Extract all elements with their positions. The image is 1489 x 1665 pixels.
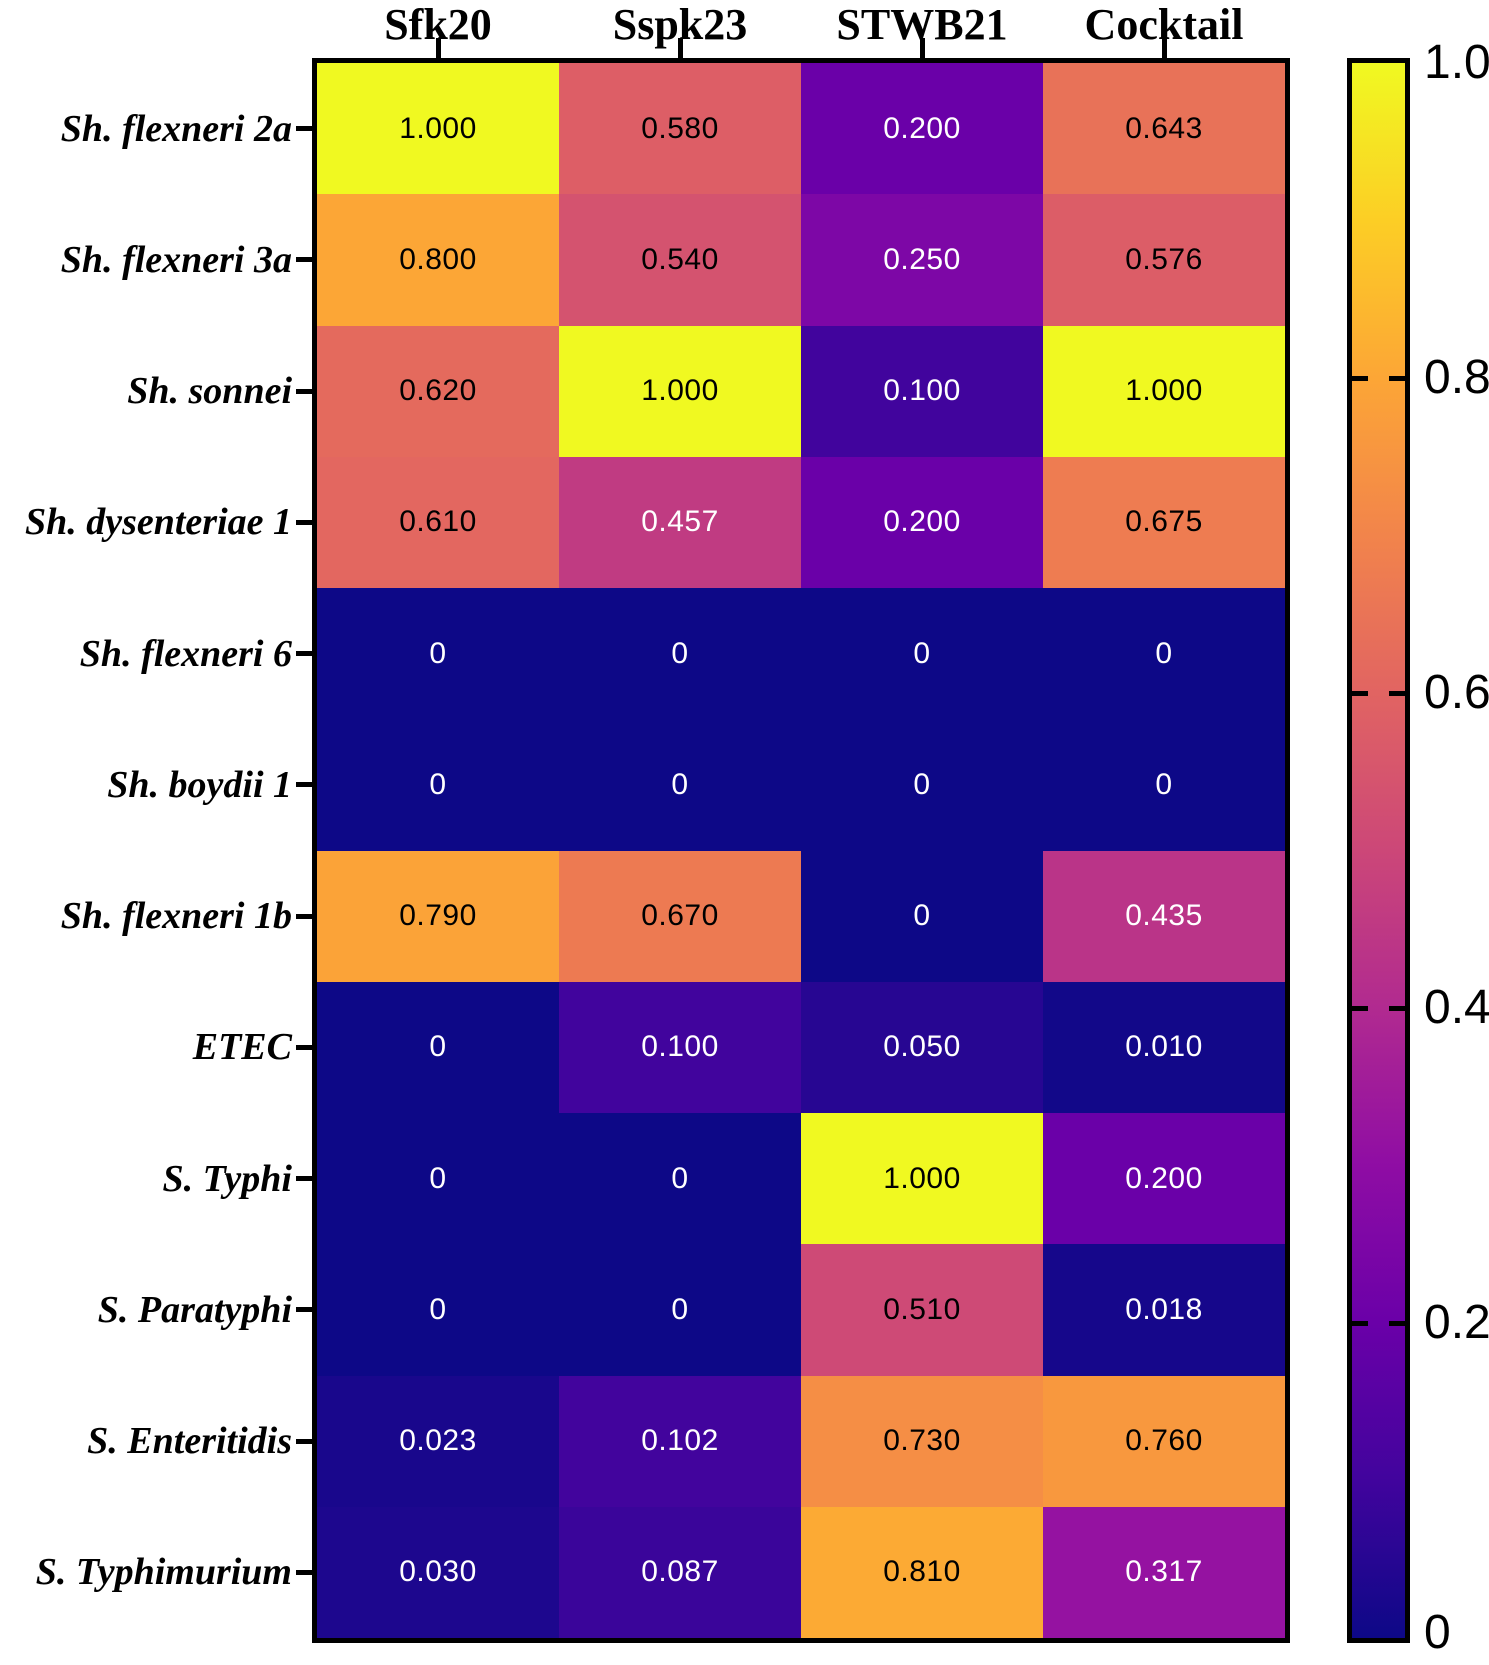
row-tick (296, 1176, 314, 1182)
colorbar-tick (1389, 375, 1405, 381)
heatmap-cell: 0 (559, 1244, 801, 1376)
row-label: Sh. flexneri 2a (60, 107, 292, 150)
heatmap-cell: 0.540 (559, 194, 801, 326)
row-tick (296, 913, 314, 919)
colorbar-tick-label: 0.4 (1424, 981, 1489, 1034)
row-tick (296, 126, 314, 132)
row-label: Sh. boydii 1 (107, 763, 292, 806)
colorbar-tick-label: 0.6 (1424, 666, 1489, 719)
heatmap-cell: 0.435 (1043, 850, 1285, 982)
row-tick (296, 519, 314, 525)
heatmap-cell: 0 (801, 719, 1043, 851)
heatmap-cell: 0 (317, 719, 559, 851)
heatmap-cell: 0 (317, 1113, 559, 1245)
heatmap-cell: 0 (1043, 719, 1285, 851)
heatmap-cell: 0.100 (801, 325, 1043, 457)
heatmap-cell: 0.510 (801, 1244, 1043, 1376)
colorbar-gradient (1352, 63, 1405, 1638)
colorbar-tick (1352, 1320, 1368, 1326)
row-tick (296, 1307, 314, 1313)
colorbar-tick-label: 0 (1424, 1606, 1451, 1659)
row-label: S. Paratyphi (97, 1288, 292, 1331)
row-tick (296, 651, 314, 657)
colorbar (1347, 58, 1410, 1643)
heatmap-cell: 0.200 (801, 63, 1043, 195)
row-label: Sh. flexneri 6 (79, 632, 292, 675)
heatmap-cell: 0.102 (559, 1375, 801, 1507)
heatmap-cell: 0.010 (1043, 981, 1285, 1113)
heatmap-cell: 0 (559, 719, 801, 851)
row-tick (296, 257, 314, 263)
colorbar-tick (1389, 690, 1405, 696)
row-tick (296, 388, 314, 394)
heatmap-cell: 0.200 (1043, 1113, 1285, 1245)
row-label: S. Typhimurium (35, 1551, 292, 1594)
heatmap-cell: 0.030 (317, 1506, 559, 1638)
heatmap-cell: 0.610 (317, 456, 559, 588)
row-tick (296, 1044, 314, 1050)
heatmap-cell: 0 (801, 588, 1043, 720)
heatmap-cell: 0.200 (801, 456, 1043, 588)
heatmap-cell: 0.100 (559, 981, 801, 1113)
heatmap-cell: 0.087 (559, 1506, 801, 1638)
row-label: S. Enteritidis (87, 1420, 292, 1463)
heatmap-cell: 0.457 (559, 456, 801, 588)
row-label: Sh. sonnei (127, 370, 292, 413)
heatmap-cell: 0.580 (559, 63, 801, 195)
heatmap-cell: 0 (559, 588, 801, 720)
heatmap-cell: 0.670 (559, 850, 801, 982)
heatmap-cell: 0 (317, 588, 559, 720)
heatmap-cell: 0.800 (317, 194, 559, 326)
heatmap-cell: 0.250 (801, 194, 1043, 326)
heatmap-cell: 0.018 (1043, 1244, 1285, 1376)
heatmap-cell: 0.790 (317, 850, 559, 982)
heatmap-cell: 0.810 (801, 1506, 1043, 1638)
colorbar-tick (1352, 375, 1368, 381)
row-tick (296, 782, 314, 788)
heatmap-cell: 0.050 (801, 981, 1043, 1113)
heatmap-cell: 0 (317, 981, 559, 1113)
heatmap-cell: 0.760 (1043, 1375, 1285, 1507)
heatmap-cell: 0.576 (1043, 194, 1285, 326)
heatmap-cell: 0.620 (317, 325, 559, 457)
row-tick (296, 1438, 314, 1444)
heatmap-cell: 1.000 (801, 1113, 1043, 1245)
row-label: Sh. flexneri 3a (60, 238, 292, 281)
heatmap-cell: 1.000 (317, 63, 559, 195)
heatmap-grid: 1.000 0.580 0.200 0.643 0.800 0.540 0.250 0.576… (312, 58, 1290, 1643)
colorbar-tick (1389, 1320, 1405, 1326)
column-tick (435, 38, 441, 58)
row-label: Sh. dysenteriae 1 (24, 501, 292, 544)
row-label: Sh. flexneri 1b (60, 895, 292, 938)
heatmap-cell: 1.000 (559, 325, 801, 457)
colorbar-tick (1389, 1005, 1405, 1011)
colorbar-tick-label: 1.0 (1424, 36, 1489, 89)
heatmap-cell: 0 (801, 850, 1043, 982)
heatmap-cell: 0.730 (801, 1375, 1043, 1507)
column-tick (677, 38, 683, 58)
colorbar-tick-label: 0.2 (1424, 1296, 1489, 1349)
heatmap-cell: 0.675 (1043, 456, 1285, 588)
row-tick (296, 1569, 314, 1575)
heatmap-cell: 0 (1043, 588, 1285, 720)
heatmap-cell: 0 (559, 1113, 801, 1245)
colorbar-tick-label: 0.8 (1424, 351, 1489, 404)
heatmap-cell: 0.643 (1043, 63, 1285, 195)
heatmap-cell: 0 (317, 1244, 559, 1376)
colorbar-tick (1352, 690, 1368, 696)
row-label: ETEC (192, 1026, 292, 1069)
heatmap-cell: 0.317 (1043, 1506, 1285, 1638)
row-label: S. Typhi (162, 1157, 293, 1200)
heatmap-cell: 1.000 (1043, 325, 1285, 457)
column-tick (1161, 38, 1167, 58)
heatmap-cell: 0.023 (317, 1375, 559, 1507)
column-tick (919, 38, 925, 58)
colorbar-tick (1352, 1005, 1368, 1011)
